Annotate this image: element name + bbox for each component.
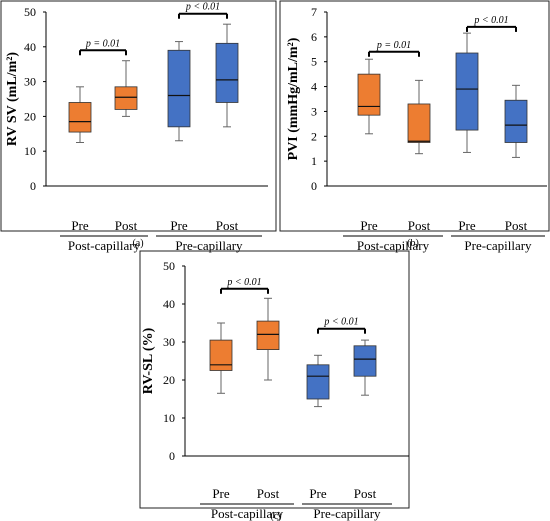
y-tick-label: 2 bbox=[311, 129, 317, 143]
box-post-capillary-pre: Pre bbox=[357, 58, 381, 233]
x-group-label: Pre-capillary bbox=[175, 238, 243, 253]
panel-c: 0 10 20 30 40 50 RV-SL (%) Pre Post Pre Post Post-c… bbox=[139, 250, 410, 521]
x-category-label: Post bbox=[408, 218, 431, 233]
y-tick-label: 20 bbox=[24, 109, 36, 123]
box-pre-capillary-post: Post bbox=[353, 339, 377, 501]
panel-caption: (b) bbox=[407, 238, 419, 249]
box-post-capillary-pre: Pre bbox=[68, 86, 92, 233]
box-pre-capillary-post: Post bbox=[215, 23, 239, 233]
box-iqr bbox=[256, 320, 280, 351]
y-tick-label: 10 bbox=[24, 144, 36, 158]
y-tick-label: 50 bbox=[24, 5, 36, 19]
x-group-label: Post-capillary bbox=[357, 238, 430, 253]
x-group-label: Post-capillary bbox=[211, 506, 284, 521]
p-value-label: p = 0.01 bbox=[376, 40, 411, 51]
box-iqr bbox=[357, 73, 381, 116]
box-iqr bbox=[504, 99, 528, 143]
significance-bracket: p < 0.01 bbox=[466, 15, 517, 32]
y-tick-label: 40 bbox=[24, 40, 36, 54]
box-post-capillary-post: Post bbox=[256, 297, 280, 501]
x-category-label: Post bbox=[115, 218, 138, 233]
p-value-label: p = 0.01 bbox=[85, 38, 120, 49]
box-iqr bbox=[167, 49, 191, 128]
box-post-capillary-post: Post bbox=[407, 79, 431, 233]
box-iqr bbox=[114, 86, 138, 110]
box-iqr bbox=[455, 52, 479, 131]
panel-caption: (a) bbox=[132, 238, 143, 249]
box-pre-capillary-pre: Pre bbox=[455, 32, 479, 233]
y-tick-label: 30 bbox=[163, 335, 175, 349]
y-tick-label: 3 bbox=[311, 104, 317, 118]
y-tick-label: 6 bbox=[311, 30, 317, 44]
panel-a: 0 10 20 30 40 50 RV SV (mL/m²) Pre Post Pre Post Po… bbox=[0, 0, 277, 253]
y-axis-title: PVI (mmHg/mL/m²) bbox=[286, 37, 301, 160]
box-iqr bbox=[68, 102, 92, 133]
box-post-capillary-pre: Pre bbox=[209, 322, 233, 501]
p-value-label: p < 0.01 bbox=[226, 277, 261, 288]
y-tick-label: 30 bbox=[24, 75, 36, 89]
significance-bracket: p < 0.01 bbox=[317, 317, 366, 334]
x-group-label: Pre-capillary bbox=[313, 506, 381, 521]
box-iqr bbox=[407, 103, 431, 143]
x-category-label: Post bbox=[257, 486, 280, 501]
x-category-label: Post bbox=[505, 218, 528, 233]
x-category-label: Pre bbox=[360, 218, 378, 233]
box-pre-capillary-pre: Pre bbox=[306, 354, 330, 501]
box-iqr bbox=[353, 345, 377, 377]
box-pre-capillary-pre: Pre bbox=[167, 41, 191, 233]
x-category-label: Post bbox=[216, 218, 239, 233]
y-axis-title: RV-SL (%) bbox=[141, 327, 156, 394]
significance-bracket: p = 0.01 bbox=[368, 40, 420, 57]
y-tick-label: 0 bbox=[169, 449, 175, 463]
x-category-label: Pre bbox=[458, 218, 476, 233]
panel-frame bbox=[139, 250, 410, 509]
x-category-label: Pre bbox=[309, 486, 327, 501]
box-iqr bbox=[209, 339, 233, 371]
p-value-label: p < 0.01 bbox=[185, 2, 220, 13]
box-iqr bbox=[215, 42, 239, 103]
box-pre-capillary-post: Post bbox=[504, 84, 528, 233]
significance-bracket: p = 0.01 bbox=[79, 38, 127, 56]
x-category-label: Post bbox=[354, 486, 377, 501]
y-tick-label: 0 bbox=[311, 179, 317, 193]
panel-caption: (c) bbox=[270, 511, 281, 521]
y-tick-label: 20 bbox=[163, 373, 175, 387]
significance-bracket: p < 0.01 bbox=[220, 277, 269, 294]
box-post-capillary-post: Post bbox=[114, 60, 138, 233]
x-group-label: Pre-capillary bbox=[464, 238, 532, 253]
x-category-label: Pre bbox=[212, 486, 230, 501]
y-axis-title: RV SV (mL/m²) bbox=[5, 52, 20, 147]
y-tick-label: 1 bbox=[311, 154, 317, 168]
y-tick-label: 5 bbox=[311, 55, 317, 69]
x-category-label: Pre bbox=[71, 218, 89, 233]
panel-b: 0 1 2 3 4 5 6 7 PVI (mmHg/mL/m²) Pre Post Pre Post Po… bbox=[279, 0, 550, 253]
p-value-label: p < 0.01 bbox=[473, 15, 508, 26]
y-tick-label: 40 bbox=[163, 297, 175, 311]
y-tick-label: 50 bbox=[163, 259, 175, 273]
panel-frame bbox=[0, 0, 277, 232]
y-tick-label: 0 bbox=[30, 179, 36, 193]
p-value-label: p < 0.01 bbox=[323, 317, 358, 328]
y-tick-label: 10 bbox=[163, 411, 175, 425]
box-iqr bbox=[306, 364, 330, 400]
x-group-label: Post-capillary bbox=[68, 238, 141, 253]
y-tick-label: 7 bbox=[311, 5, 317, 19]
x-category-label: Pre bbox=[170, 218, 188, 233]
panel-frame bbox=[279, 0, 550, 232]
significance-bracket: p < 0.01 bbox=[178, 2, 228, 19]
y-tick-label: 4 bbox=[311, 80, 317, 94]
